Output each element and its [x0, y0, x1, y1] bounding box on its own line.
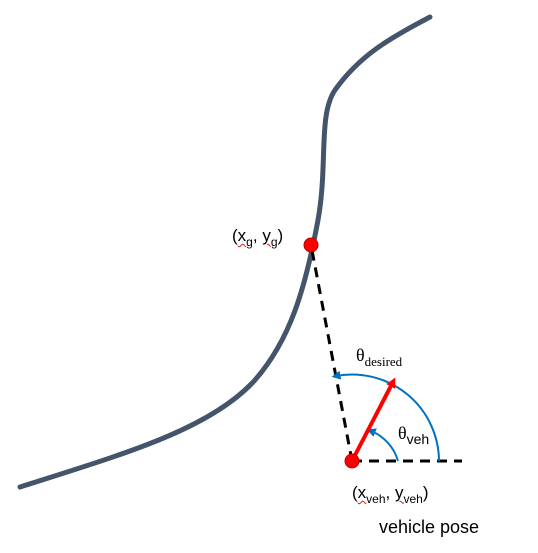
reference-path-curve	[17, 14, 433, 490]
vehicle-heading-arrow	[350, 377, 396, 462]
theta-veh-arc	[366, 428, 399, 462]
lookahead-dashed-line	[309, 244, 354, 462]
vehicle-point-marker	[344, 453, 360, 469]
theta-desired-arc	[331, 370, 440, 462]
theta-veh-label: θveh	[398, 423, 430, 447]
goal-point-marker	[303, 237, 319, 253]
theta-desired-label: θdesired	[356, 345, 403, 369]
vehicle-pose-caption: vehicle pose	[379, 517, 480, 537]
vehicle-point-label: (xveh, yveh)	[352, 483, 429, 506]
goal-point-label: (xg, yg)	[232, 226, 284, 249]
